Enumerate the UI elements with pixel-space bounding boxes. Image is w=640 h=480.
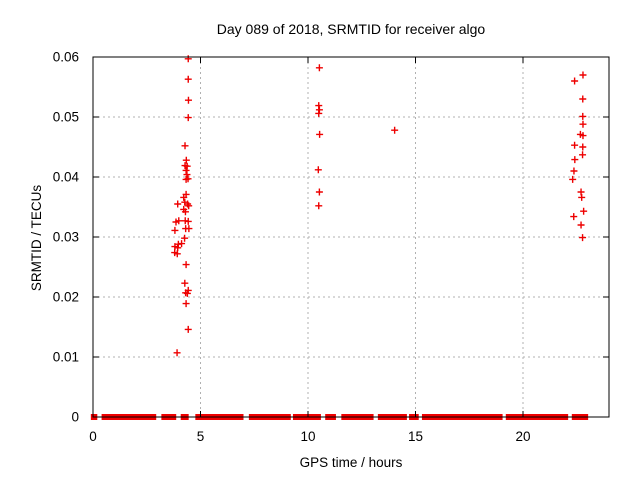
data-point (314, 166, 322, 174)
data-point (184, 75, 192, 83)
data-point (315, 64, 323, 72)
data-point (578, 193, 586, 201)
data-point (184, 325, 192, 333)
data-point (173, 349, 181, 357)
data-point (182, 175, 190, 183)
data-point (570, 213, 578, 221)
data-point (185, 202, 193, 210)
x-axis-label: GPS time / hours (299, 455, 403, 470)
data-point (183, 162, 191, 170)
data-point (579, 151, 587, 159)
data-point (579, 132, 587, 140)
data-point (174, 200, 182, 208)
x-tick-label: 0 (89, 429, 97, 444)
plot-frame (92, 56, 610, 418)
data-point (184, 55, 192, 63)
data-point (172, 218, 180, 226)
data-point (571, 77, 579, 85)
data-point (182, 300, 190, 308)
data-point (181, 279, 189, 287)
data-point (577, 221, 585, 229)
data-point (184, 217, 192, 225)
data-point (182, 261, 190, 269)
data-point (315, 202, 323, 210)
x-tick-label: 5 (197, 429, 205, 444)
data-point (315, 109, 323, 117)
data-point (579, 71, 587, 79)
y-tick-label: 0.02 (53, 290, 79, 305)
data-point (173, 250, 181, 258)
y-tick-label: 0.01 (53, 350, 79, 365)
data-point (171, 226, 179, 234)
y-tick-label: 0.06 (53, 50, 79, 65)
data-point (571, 156, 579, 164)
data-point (570, 167, 578, 175)
x-tick-label: 20 (515, 429, 530, 444)
data-point (181, 142, 189, 150)
data-point (183, 171, 191, 179)
data-point (569, 175, 577, 183)
data-point (571, 141, 579, 149)
data-point (316, 130, 324, 138)
data-point (579, 143, 587, 151)
data-point (181, 208, 189, 216)
y-tick-label: 0.03 (53, 230, 79, 245)
x-tick-label: 10 (300, 429, 315, 444)
data-point (174, 244, 182, 252)
data-point (185, 225, 193, 233)
data-point (579, 234, 587, 242)
x-tick-label: 15 (408, 429, 423, 444)
data-point (184, 96, 192, 104)
data-point (580, 207, 588, 215)
data-point (182, 156, 190, 164)
data-point (391, 126, 399, 134)
data-point (315, 188, 323, 196)
y-tick-label: 0.04 (53, 170, 80, 185)
data-point (184, 114, 192, 122)
data-point (180, 193, 188, 201)
data-point (579, 112, 587, 120)
data-point (579, 95, 587, 103)
y-tick-label: 0 (71, 410, 79, 425)
data-point (182, 166, 190, 174)
data-point (183, 289, 191, 297)
data-point (579, 120, 587, 128)
chart-title: Day 089 of 2018, SRMTID for receiver alg… (216, 21, 486, 37)
data-point (181, 234, 189, 242)
y-tick-label: 0.05 (53, 110, 79, 125)
